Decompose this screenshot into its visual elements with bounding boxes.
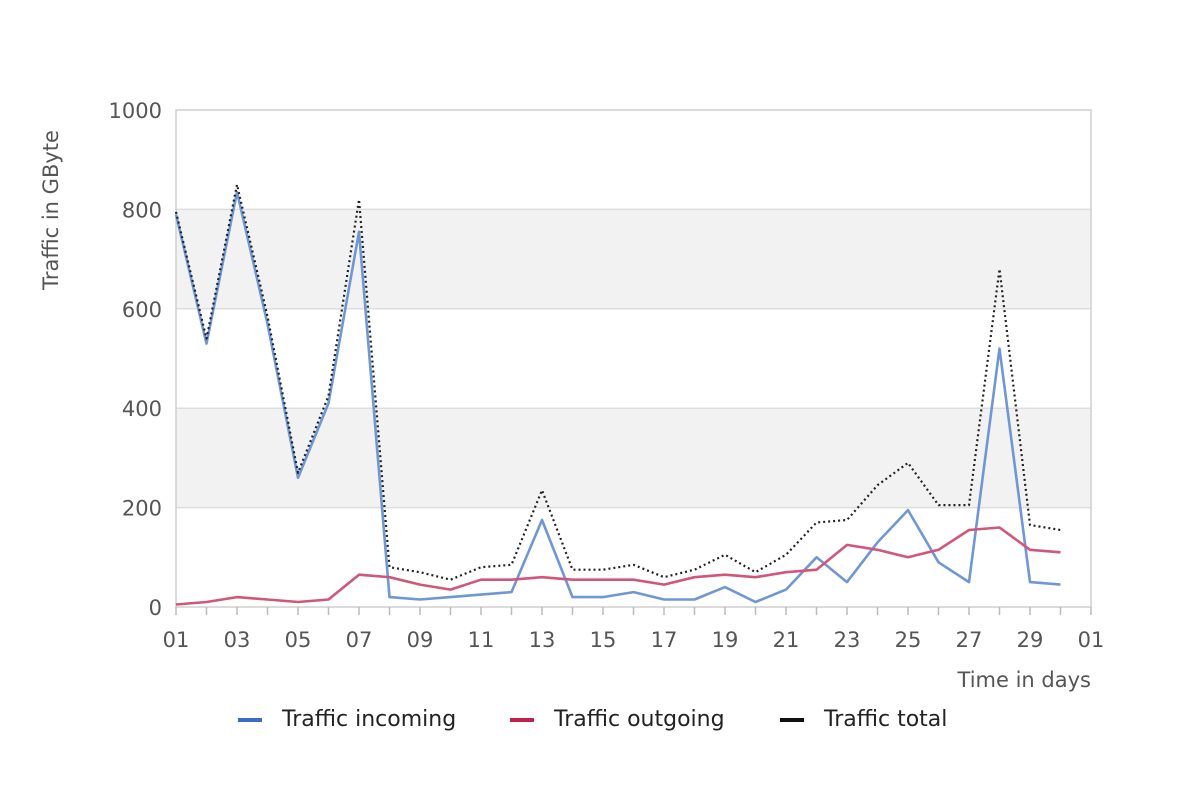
x-tick-label: 11 [468, 628, 495, 652]
series-line-traffic-total [174, 183, 1061, 581]
x-tick-label: 21 [773, 628, 800, 652]
legend-item-traffic-outgoing: Traffic outgoing [510, 707, 725, 732]
legend-item-traffic-total: Traffic total [780, 707, 947, 732]
x-axis-title: Time in days [957, 668, 1091, 692]
y-tick-label: 200 [122, 497, 162, 521]
y-tick-label: 800 [122, 198, 162, 222]
x-tick-label: 25 [895, 628, 922, 652]
y-tick-label: 400 [122, 397, 162, 421]
x-tick-label: 09 [407, 628, 434, 652]
series-line-traffic-incoming [174, 190, 1061, 604]
y-tick-label: 0 [149, 596, 162, 620]
legend-swatch [510, 718, 534, 722]
y-axis-ticks: 0 200 400 600 800 1000 [109, 99, 162, 620]
x-tick-label: 17 [651, 628, 678, 652]
x-tick-label: 03 [224, 628, 251, 652]
legend-label: Traffic total [823, 707, 947, 732]
legend-swatch [238, 718, 262, 722]
grid-bands [176, 209, 1091, 508]
x-tick-label: 07 [346, 628, 373, 652]
x-tick-label: 23 [834, 628, 861, 652]
legend-item-traffic-incoming: Traffic incoming [238, 707, 456, 732]
x-tick-label: 13 [529, 628, 556, 652]
series-line-traffic-outgoing [175, 526, 1061, 606]
plot-area [175, 109, 1092, 608]
x-tick-label: 15 [590, 628, 617, 652]
x-tick-label: 01 [163, 628, 190, 652]
y-tick-label: 600 [122, 298, 162, 322]
grid-band [176, 408, 1091, 508]
series-lines [174, 183, 1061, 606]
x-tick-label: 05 [285, 628, 312, 652]
x-tick-label: 29 [1017, 628, 1044, 652]
legend-label: Traffic incoming [281, 707, 456, 732]
gridlines [176, 208, 1091, 509]
legend: Traffic incoming Traffic outgoing Traffic … [238, 707, 947, 732]
y-axis-title: Traffic in GByte [39, 130, 63, 291]
legend-swatch [780, 718, 804, 722]
x-axis-ticks: 01 03 05 07 09 11 13 15 17 19 21 23 25 27 29 01 [163, 607, 1105, 652]
grid-band [176, 209, 1091, 309]
x-tick-label: 19 [712, 628, 739, 652]
y-tick-label: 1000 [109, 99, 162, 123]
legend-label: Traffic outgoing [553, 707, 725, 732]
x-tick-label: 27 [956, 628, 983, 652]
x-tick-label: 01 [1078, 628, 1105, 652]
